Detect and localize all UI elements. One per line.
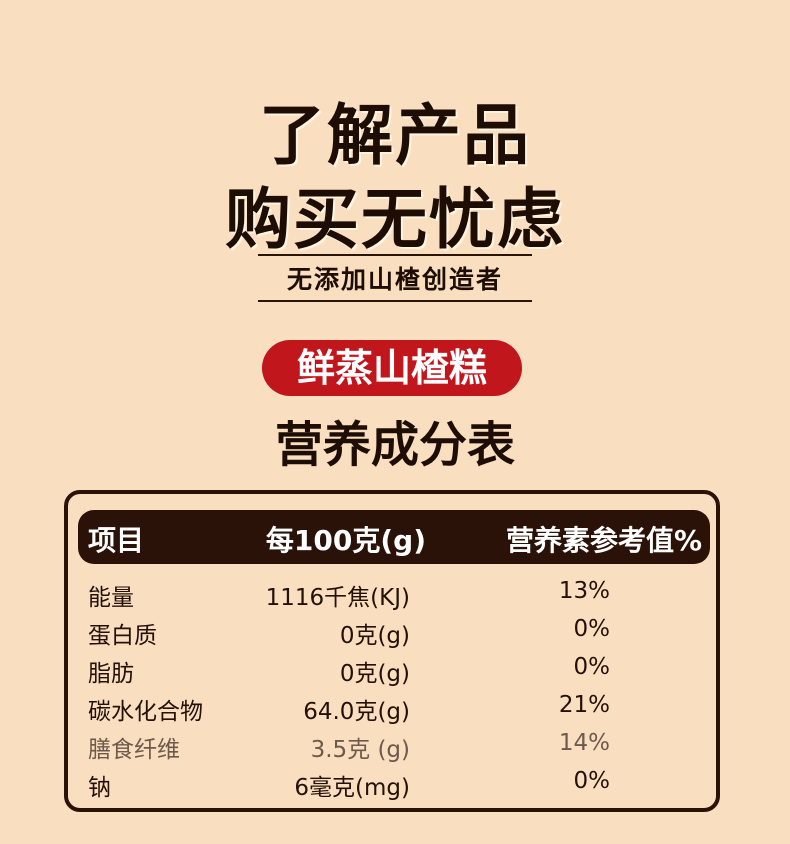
cell-nrv: 0% [573, 768, 611, 794]
header-nrv: 营养素参考值% [505, 524, 702, 557]
cell-nrv: 13% [558, 578, 610, 604]
table-header: 项目 每100克(g) 营养素参考值% [78, 510, 710, 564]
cell-item: 能量 [88, 585, 134, 611]
headline-line1: 了解产品 [259, 97, 531, 174]
cell-item: 碳水化合物 [88, 699, 203, 725]
cell-per100g: 6毫克(mg) [294, 775, 410, 801]
table-row: 能量 1116千焦(KJ) 13% [78, 578, 710, 616]
cell-item: 脂肪 [88, 661, 134, 687]
header-per100g: 每100克(g) [265, 524, 426, 557]
table-row: 膳食纤维 3.5克 (g) 14% [78, 730, 710, 768]
cell-item: 膳食纤维 [88, 737, 180, 763]
product-name-badge: 鲜蒸山楂糕 [262, 340, 522, 396]
cell-per100g: 64.0克(g) [303, 699, 410, 725]
cell-item: 蛋白质 [88, 623, 157, 649]
cell-per100g: 0克(g) [339, 623, 410, 649]
cell-nrv: 21% [558, 692, 610, 718]
header-item: 项目 [88, 524, 145, 557]
cell-nrv: 14% [558, 730, 610, 756]
tagline: 无添加山楂创造者 [258, 254, 532, 302]
table-row: 脂肪 0克(g) 0% [78, 654, 710, 692]
cell-per100g: 1116千焦(KJ) [265, 585, 410, 611]
cell-nrv: 0% [573, 616, 611, 642]
table-row: 碳水化合物 64.0克(g) 21% [78, 692, 710, 730]
nutrition-table: 项目 每100克(g) 营养素参考值% 能量 1116千焦(KJ) 13% 蛋白质 0克… [64, 490, 720, 812]
cell-per100g: 0克(g) [339, 661, 410, 687]
section-title: 营养成分表 [274, 417, 515, 473]
cell-nrv: 0% [573, 654, 611, 680]
cell-per100g: 3.5克 (g) [310, 737, 410, 763]
table-row: 钠 6毫克(mg) 0% [78, 768, 710, 806]
headline-line2: 购买无忧虑 [225, 181, 565, 258]
cell-item: 钠 [88, 775, 111, 801]
table-row: 蛋白质 0克(g) 0% [78, 616, 710, 654]
